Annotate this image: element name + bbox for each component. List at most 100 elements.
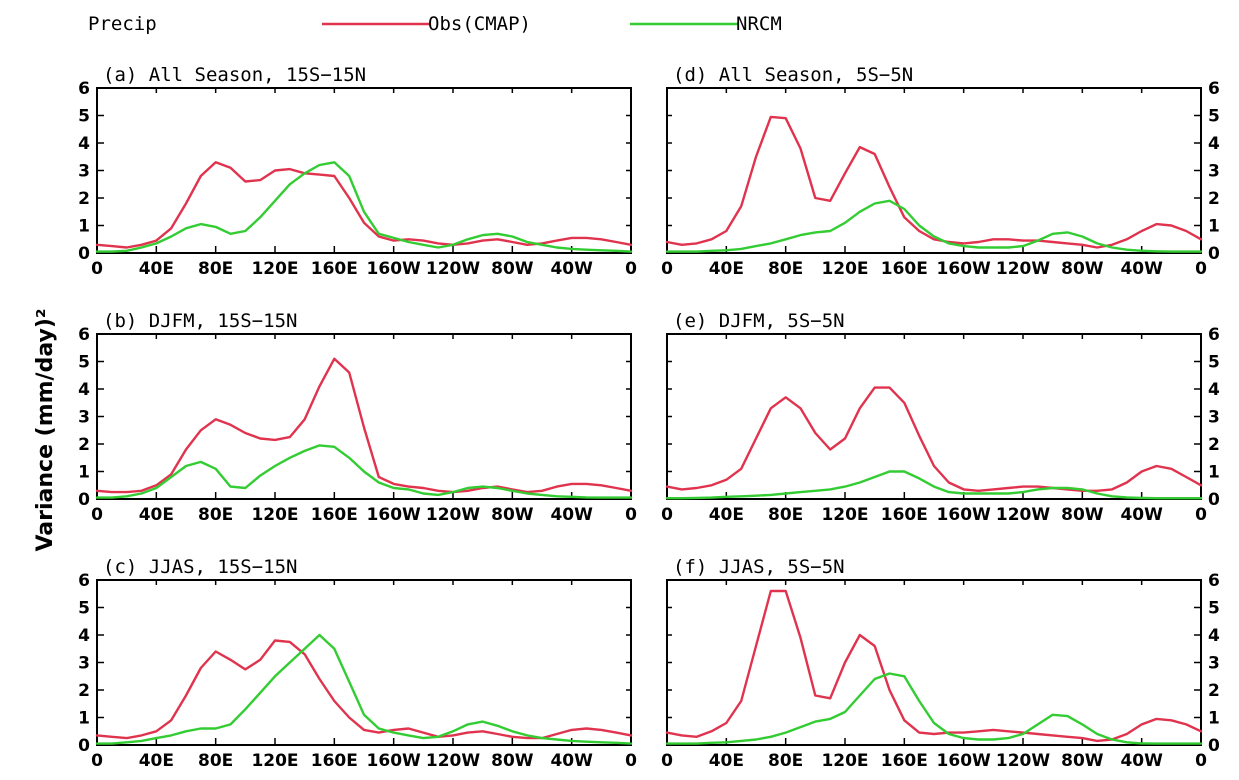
legend-label-obs: Obs(CMAP) xyxy=(428,13,531,35)
series-line-obs-cmap xyxy=(665,589,1203,743)
x-tick-label: 40E xyxy=(709,505,744,525)
x-tick-label: 160E xyxy=(881,259,928,279)
series-line-nrcm xyxy=(95,444,633,499)
y-tick-label: 3 xyxy=(1208,408,1220,428)
y-tick-label: 6 xyxy=(1208,571,1220,591)
y-tick-label: 6 xyxy=(1208,325,1220,345)
x-tick-label: 120W xyxy=(426,505,480,525)
x-tick-label: 40W xyxy=(550,751,593,771)
x-tick-label: 120E xyxy=(821,259,868,279)
x-tick-label: 0 xyxy=(91,505,103,525)
y-tick-label: 5 xyxy=(1208,599,1220,619)
y-tick-label: 1 xyxy=(78,463,90,483)
panel-c: (c) JJAS, 15S−15N 0 1 2 3 4 5 6 0 40E 80E 120E 160E 1… xyxy=(78,556,637,771)
x-tick-label: 80W xyxy=(491,751,534,771)
y-tick-label: 1 xyxy=(1208,463,1220,483)
figure-header: Precip Obs(CMAP) NRCM xyxy=(88,13,782,35)
x-tick-label: 120W xyxy=(996,505,1050,525)
x-tick-label: 160W xyxy=(937,751,991,771)
x-tick-label: 120W xyxy=(996,751,1050,771)
x-tick-label: 160W xyxy=(937,259,991,279)
y-tick-label: 4 xyxy=(1208,626,1220,646)
x-tick-label: 120E xyxy=(251,505,298,525)
x-tick-label: 40W xyxy=(550,505,593,525)
legend-label-nrcm: NRCM xyxy=(736,13,782,35)
x-tick-label: 0 xyxy=(625,505,637,525)
panel-b: (b) DJFM, 15S−15N 0 1 2 3 4 5 6 0 40E 80E 120E 160E 1… xyxy=(78,310,637,525)
panel-title: (c) JJAS, 15S−15N xyxy=(103,556,297,578)
x-tick-label: 80W xyxy=(1061,259,1104,279)
y-tick-label: 1 xyxy=(1208,709,1220,729)
plot-frame xyxy=(666,87,1202,254)
series-line-nrcm xyxy=(95,633,633,745)
y-tick-label: 0 xyxy=(1208,244,1220,264)
plot-frame xyxy=(96,579,632,746)
panel-title: (b) DJFM, 15S−15N xyxy=(103,310,297,332)
y-tick-label: 5 xyxy=(1208,107,1220,127)
x-tick-label: 120E xyxy=(251,259,298,279)
x-tick-label: 160E xyxy=(311,259,358,279)
panel-e: (e) DJFM, 5S−5N 0 1 2 3 4 5 6 0 40E 80E 120E 160E 160… xyxy=(661,310,1220,525)
variable-label: Precip xyxy=(88,13,157,35)
y-tick-label: 2 xyxy=(1208,681,1220,701)
y-tick-label: 6 xyxy=(1208,79,1220,99)
x-tick-label: 80E xyxy=(768,505,803,525)
y-tick-label: 4 xyxy=(1208,380,1220,400)
x-tick-label: 40E xyxy=(139,751,174,771)
x-tick-label: 0 xyxy=(91,259,103,279)
y-tick-label: 4 xyxy=(78,380,90,400)
x-tick-label: 120W xyxy=(426,751,480,771)
y-axis-label: Variance (mm/day)² xyxy=(33,308,58,551)
panel-d: (d) All Season, 5S−5N 0 1 2 3 4 5 6 0 40E 80E 120E 1… xyxy=(661,64,1220,279)
x-tick-label: 120W xyxy=(426,259,480,279)
y-tick-label: 2 xyxy=(78,435,90,455)
x-tick-label: 120E xyxy=(821,505,868,525)
panel-f: (f) JJAS, 5S−5N 0 1 2 3 4 5 6 0 40E 80E 120E 160E 160… xyxy=(661,556,1220,771)
x-tick-label: 0 xyxy=(625,259,637,279)
y-tick-label: 0 xyxy=(78,736,90,756)
y-tick-label: 3 xyxy=(1208,654,1220,674)
series-line-obs-cmap xyxy=(665,115,1203,249)
x-tick-label: 80E xyxy=(768,751,803,771)
x-tick-label: 160E xyxy=(881,751,928,771)
y-tick-label: 2 xyxy=(1208,435,1220,455)
x-tick-label: 80W xyxy=(491,259,534,279)
series-line-obs-cmap xyxy=(95,639,633,740)
x-tick-label: 0 xyxy=(1195,751,1207,771)
y-tick-label: 5 xyxy=(78,107,90,127)
x-tick-label: 40E xyxy=(709,751,744,771)
panel-title: (d) All Season, 5S−5N xyxy=(673,64,913,86)
y-tick-label: 4 xyxy=(78,626,90,646)
x-tick-label: 160E xyxy=(311,505,358,525)
y-tick-label: 1 xyxy=(1208,217,1220,237)
y-tick-label: 6 xyxy=(78,325,90,345)
y-tick-label: 6 xyxy=(78,571,90,591)
y-tick-label: 3 xyxy=(1208,162,1220,182)
panel-title: (a) All Season, 15S−15N xyxy=(103,64,366,86)
x-tick-label: 0 xyxy=(661,751,673,771)
series-line-obs-cmap xyxy=(95,161,633,249)
y-tick-label: 3 xyxy=(78,654,90,674)
x-tick-label: 160W xyxy=(367,751,421,771)
x-tick-label: 80E xyxy=(198,505,233,525)
x-tick-label: 40W xyxy=(550,259,593,279)
x-tick-label: 40E xyxy=(139,259,174,279)
plot-frame xyxy=(666,333,1202,500)
x-tick-label: 40W xyxy=(1120,751,1163,771)
x-tick-label: 160W xyxy=(937,505,991,525)
x-tick-label: 0 xyxy=(1195,505,1207,525)
y-tick-label: 0 xyxy=(1208,736,1220,756)
x-tick-label: 120E xyxy=(821,751,868,771)
x-tick-label: 40E xyxy=(139,505,174,525)
x-tick-label: 160W xyxy=(367,505,421,525)
x-tick-label: 80W xyxy=(1061,751,1104,771)
x-tick-label: 0 xyxy=(625,751,637,771)
y-tick-label: 0 xyxy=(78,244,90,264)
x-tick-label: 0 xyxy=(91,751,103,771)
x-tick-label: 80E xyxy=(198,259,233,279)
x-tick-label: 120E xyxy=(251,751,298,771)
x-tick-label: 0 xyxy=(1195,259,1207,279)
x-tick-label: 160E xyxy=(881,505,928,525)
x-tick-label: 40W xyxy=(1120,505,1163,525)
x-tick-label: 0 xyxy=(661,505,673,525)
